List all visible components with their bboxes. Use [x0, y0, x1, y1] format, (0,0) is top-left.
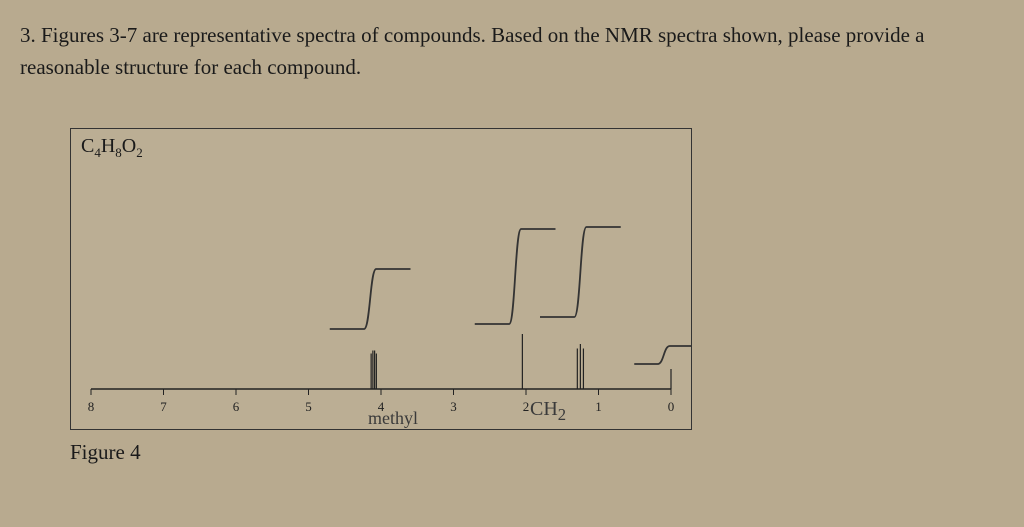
nmr-figure: C4H8O2 876543210 — [70, 128, 692, 430]
page: 3. Figures 3-7 are representative spectr… — [0, 0, 1024, 527]
question-text: Figures 3-7 are representative spectra o… — [20, 23, 925, 79]
figure-caption: Figure 4 — [70, 440, 141, 465]
handwritten-methyl-label: methyl — [368, 408, 418, 429]
svg-text:5: 5 — [305, 399, 312, 414]
question-block: 3. Figures 3-7 are representative spectr… — [20, 20, 994, 83]
question-number: 3. — [20, 23, 36, 47]
svg-text:8: 8 — [88, 399, 95, 414]
svg-text:3: 3 — [450, 399, 457, 414]
handwritten-ch2-label: CH2 — [530, 398, 566, 425]
nmr-spectrum-svg: 876543210 — [71, 129, 691, 429]
svg-text:6: 6 — [233, 399, 240, 414]
svg-text:1: 1 — [595, 399, 602, 414]
svg-text:0: 0 — [668, 399, 675, 414]
svg-text:2: 2 — [523, 399, 530, 414]
svg-text:7: 7 — [160, 399, 167, 414]
